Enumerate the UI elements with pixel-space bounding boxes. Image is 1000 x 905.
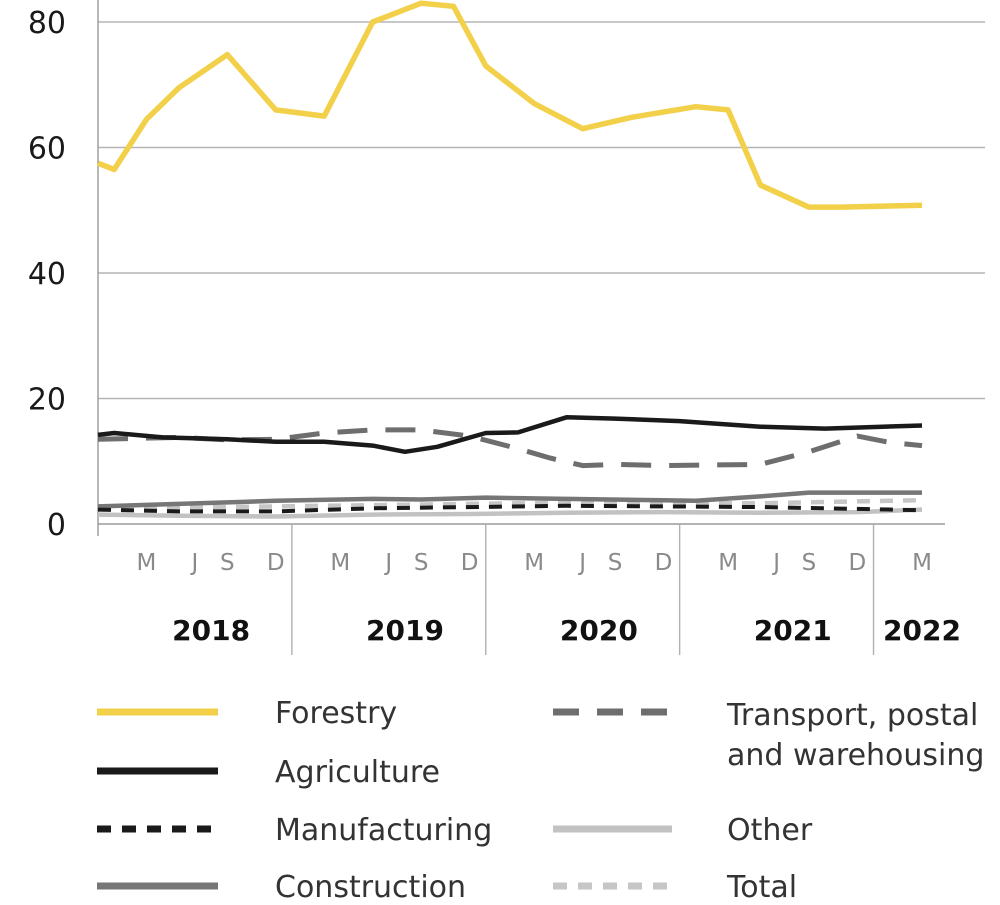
y-tick-label: 40 xyxy=(28,257,66,292)
x-tick-label: S xyxy=(220,550,235,576)
year-label: 2022 xyxy=(883,614,961,647)
x-tick-label: M xyxy=(330,550,350,576)
x-tick-label: J xyxy=(577,550,586,576)
x-tick-label: D xyxy=(461,550,479,576)
legend-label: Total xyxy=(726,870,797,905)
year-label: 2020 xyxy=(560,614,638,647)
legend-label: Other xyxy=(727,813,813,848)
x-tick-label: M xyxy=(912,550,932,576)
legend-label: Transport, postal xyxy=(726,698,978,733)
y-tick-label: 0 xyxy=(47,508,66,543)
x-tick-label: S xyxy=(414,550,429,576)
legend-label: and warehousing xyxy=(727,738,984,773)
legend-label: Manufacturing xyxy=(275,813,492,848)
y-tick-label: 80 xyxy=(28,6,66,41)
series-line-transport-postal-and-warehousing xyxy=(98,430,922,466)
legend-label: Forestry xyxy=(275,696,397,731)
series-line-forestry xyxy=(98,3,922,207)
x-tick-label: D xyxy=(267,550,285,576)
x-tick-label: M xyxy=(137,550,157,576)
legend-label: Agriculture xyxy=(275,755,440,790)
x-tick-label: J xyxy=(771,550,780,576)
x-tick-label: S xyxy=(802,550,817,576)
x-tick-label: M xyxy=(718,550,738,576)
series-line-agriculture xyxy=(98,417,922,452)
year-label: 2021 xyxy=(754,614,832,647)
year-label: 2019 xyxy=(366,614,444,647)
line-chart: 020406080M J S D M J S D M J S D M J S D M2018 2019 2020 20… xyxy=(0,0,1000,905)
x-tick-label: D xyxy=(655,550,673,576)
legend-label: Construction xyxy=(275,870,466,905)
y-tick-label: 60 xyxy=(28,132,66,167)
x-tick-label: J xyxy=(383,550,392,576)
x-tick-label: D xyxy=(849,550,867,576)
x-tick-label: S xyxy=(608,550,623,576)
y-tick-label: 20 xyxy=(28,383,66,418)
year-label: 2018 xyxy=(172,614,250,647)
x-tick-label: M xyxy=(524,550,544,576)
x-tick-label: J xyxy=(190,550,199,576)
